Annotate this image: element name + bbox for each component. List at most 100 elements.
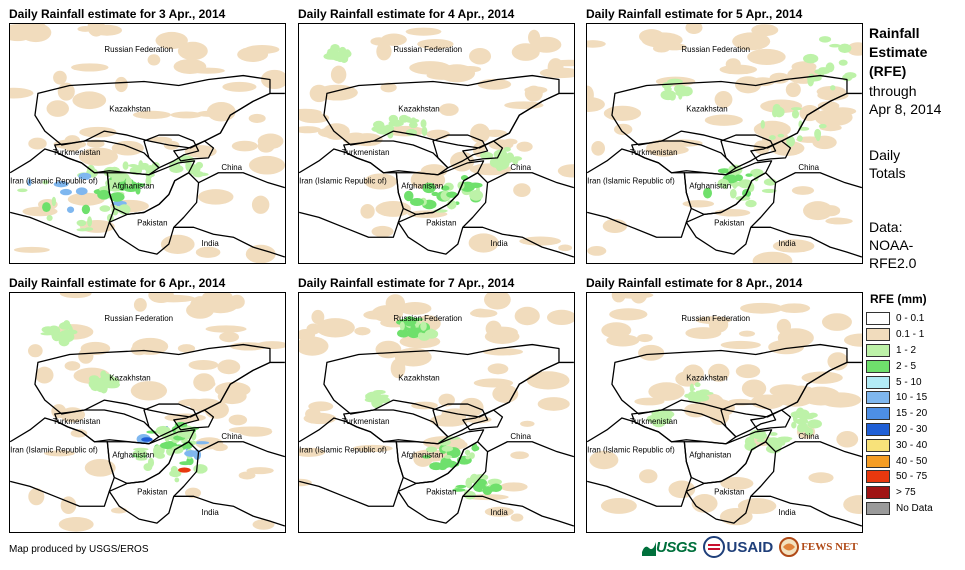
- legend-swatch: [866, 359, 890, 373]
- rain-patch: [174, 477, 180, 483]
- rain-patch: [76, 219, 87, 227]
- rain-patch: [471, 443, 478, 452]
- country-label-russia: Russian Federation: [393, 45, 462, 54]
- rain-patch-tan: [184, 145, 217, 158]
- country-border: [198, 361, 285, 458]
- fewsnet-globe-icon: [779, 537, 800, 557]
- rain-patch-tan: [720, 340, 761, 350]
- rain-patch-tan: [552, 59, 574, 67]
- rain-patch-tan: [714, 90, 733, 108]
- legend-item: 50 - 75: [866, 469, 962, 485]
- rain-patch: [777, 438, 791, 443]
- daily-totals-line: Totals: [869, 165, 906, 181]
- side-title-line: Rainfall: [869, 25, 920, 41]
- country-border: [750, 140, 792, 162]
- rain-patch: [807, 75, 814, 87]
- rain-patch: [807, 419, 822, 429]
- rain-patch: [403, 316, 417, 327]
- green-rain-layer: [323, 44, 523, 213]
- rain-patch: [123, 163, 128, 169]
- rain-patch: [777, 133, 785, 138]
- rain-patch: [441, 445, 454, 452]
- country-borders: [587, 74, 862, 258]
- usgs-logo: USGS: [642, 538, 697, 556]
- panel-apr-5: Daily Rainfall estimate for 5 Apr., 2014…: [586, 7, 863, 267]
- rain-patch: [698, 389, 710, 394]
- legend-item: 15 - 20: [866, 406, 962, 422]
- rain-patch-tan: [417, 38, 454, 50]
- rain-patch-tan: [173, 59, 207, 74]
- rain-patch: [452, 488, 466, 492]
- rain-patch: [463, 490, 476, 500]
- rain-patch-tan: [64, 361, 81, 371]
- legend: RFE (mm) 0 - 0.1 0.1 - 1 1 - 2 2 - 5 5 - 10 1…: [866, 292, 962, 516]
- rain-patch-tan: [28, 487, 45, 506]
- rain-patch: [654, 413, 664, 418]
- rain-patch-tan: [354, 327, 371, 336]
- rain-patch-tan: [315, 318, 355, 338]
- rain-patch-tan: [251, 195, 270, 214]
- rain-patch-tan: [708, 316, 729, 333]
- rain-patch: [818, 123, 827, 129]
- country-border: [432, 134, 489, 169]
- country-border: [432, 403, 489, 438]
- rain-patch-tan: [820, 205, 841, 217]
- rain-patch-tan: [591, 141, 605, 156]
- rain-patch-tan: [487, 363, 509, 375]
- rain-patch-tan: [299, 336, 329, 356]
- legend-label: 50 - 75: [896, 471, 928, 483]
- rain-patch-tan: [13, 246, 50, 253]
- rain-patch-tan: [438, 64, 476, 83]
- rain-patch: [40, 332, 54, 336]
- country-label-pakistan: Pakistan: [426, 487, 456, 496]
- rain-patch: [371, 126, 383, 132]
- country-label-russia: Russian Federation: [104, 45, 173, 54]
- rain-patch-tan: [465, 416, 492, 424]
- rain-patch: [424, 329, 439, 339]
- legend-label: 15 - 20: [896, 408, 928, 420]
- rain-patch-tan: [469, 47, 492, 65]
- rain-patch-tan: [738, 330, 756, 337]
- rain-patch-tan: [306, 323, 321, 335]
- country-label-russia: Russian Federation: [393, 314, 462, 323]
- rain-patch: [422, 455, 432, 459]
- legend-label: 20 - 30: [896, 423, 928, 435]
- rain-patch-tan: [778, 303, 811, 314]
- side-title: Rainfall Estimate (RFE): [869, 24, 927, 81]
- rain-patch: [717, 178, 730, 188]
- rain-patch-tan: [380, 33, 407, 46]
- legend-label: 0.1 - 1: [896, 329, 925, 341]
- legend-swatch: [866, 470, 890, 484]
- rain-patch-tan: [244, 45, 280, 54]
- rain-patch-tan: [229, 294, 245, 309]
- rain-patch-tan: [725, 58, 741, 71]
- country-border: [750, 409, 792, 431]
- rain-patch: [84, 227, 94, 231]
- panel-title: Daily Rainfall estimate for 6 Apr., 2014: [9, 276, 226, 290]
- rain-patch-tan: [519, 236, 561, 246]
- country-border: [462, 409, 504, 431]
- rain-patch: [195, 171, 202, 175]
- legend-swatch: [866, 312, 890, 326]
- country-border: [299, 148, 404, 238]
- panel-apr-8: Daily Rainfall estimate for 8 Apr., 2014…: [586, 276, 863, 536]
- rain-patch: [160, 431, 174, 439]
- rain-patch: [768, 135, 776, 140]
- data-source-line: RFE2.0: [869, 255, 917, 271]
- rain-patch-tan: [376, 42, 392, 61]
- country-label-afghanistan: Afghanistan: [689, 182, 731, 191]
- rain-patch: [791, 421, 797, 429]
- rain-patch: [687, 391, 698, 402]
- rain-patch-tan: [603, 105, 642, 121]
- rainfall-map: Russian Federation Kazakhstan Turkmenistan…: [9, 23, 286, 264]
- rain-patch: [184, 450, 199, 457]
- rain-patch: [440, 185, 450, 191]
- rain-patch: [179, 461, 192, 466]
- country-border: [397, 172, 489, 255]
- rain-patch-tan: [59, 293, 92, 299]
- rain-patch-tan: [503, 138, 518, 145]
- legend-swatch: [866, 407, 890, 421]
- rain-patch-tan: [803, 201, 833, 221]
- country-border: [143, 134, 200, 169]
- rain-patch-tan: [184, 487, 202, 499]
